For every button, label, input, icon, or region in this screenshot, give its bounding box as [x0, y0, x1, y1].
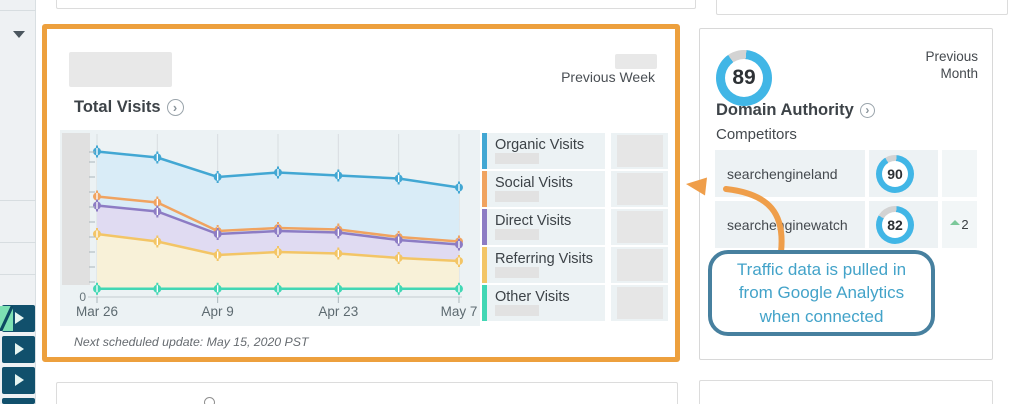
redacted-site-name [69, 52, 172, 87]
sidebar-divider [0, 200, 36, 201]
sidebar-divider [0, 274, 36, 275]
legend-item[interactable]: Direct Visits [482, 209, 672, 245]
legend-color-referring [482, 247, 487, 283]
competitors-heading: Competitors [716, 126, 797, 143]
sidebar [0, 0, 36, 404]
redacted-value-column [617, 287, 663, 319]
legend-color-organic [482, 133, 487, 169]
chevron-circle-icon-partial [204, 397, 215, 404]
redacted-value [495, 267, 539, 278]
redacted-value [495, 305, 539, 316]
play-arrow-icon [15, 374, 24, 386]
card-above-right [716, 0, 1008, 15]
redacted-compare-value [615, 54, 657, 69]
redacted-value-column [617, 135, 663, 167]
domain-authority-score: 89 [725, 59, 763, 97]
svg-text:Mar 26: Mar 26 [76, 304, 118, 319]
chart-card-title-row: Total Visits › [74, 98, 184, 117]
redacted-value-column [617, 211, 663, 243]
domain-authority-donut: 89 [716, 50, 772, 106]
redacted-value [495, 229, 539, 240]
da-title: Domain Authority [716, 101, 854, 119]
card-below-left [56, 382, 678, 404]
chart-title: Total Visits [74, 98, 161, 116]
legend-item[interactable]: Referring Visits [482, 247, 672, 283]
svg-text:0: 0 [79, 290, 86, 304]
caret-down-icon[interactable] [13, 31, 25, 38]
competitor-score-donut: 90 [876, 155, 914, 193]
sidebar-app-icon [0, 306, 13, 331]
competitor-row[interactable]: searchengineland 90 [715, 150, 977, 197]
svg-text:Apr 23: Apr 23 [318, 304, 358, 319]
legend-color-social [482, 171, 487, 207]
rank-change-value: 2 [961, 217, 969, 232]
play-arrow-icon [15, 312, 24, 324]
competitor-name: searchenginewatch [715, 201, 865, 248]
legend-label: Social Visits [495, 175, 573, 191]
sidebar-divider [0, 10, 36, 11]
sidebar-divider [0, 242, 36, 243]
sidebar-expand-button[interactable] [2, 398, 35, 404]
sidebar-expand-button[interactable] [2, 367, 35, 394]
legend-color-direct [482, 209, 487, 245]
card-above-left [56, 0, 696, 9]
chevron-right-icon[interactable]: › [859, 103, 875, 118]
legend-item[interactable]: Social Visits [482, 171, 672, 207]
chevron-right-icon[interactable]: › [166, 99, 184, 116]
rank-up-icon [950, 220, 961, 225]
competitor-score: 90 [882, 161, 908, 187]
sidebar-expand-button[interactable] [2, 336, 35, 363]
redacted-value-column [617, 173, 663, 205]
legend-label: Direct Visits [495, 213, 572, 229]
legend-item[interactable]: Other Visits [482, 285, 672, 321]
compare-period-label[interactable]: Previous Week [561, 69, 655, 85]
compare-period-label[interactable]: Previous Month [925, 49, 978, 81]
competitor-change-cell: 2 [942, 201, 977, 248]
total-visits-card: Total Visits › Previous Week 0 Mar 26 Apr … [42, 24, 680, 362]
chart-legend: Organic Visits Social Visits Direct Visi… [482, 133, 672, 321]
legend-item[interactable]: Organic Visits [482, 133, 672, 169]
competitor-row[interactable]: searchenginewatch 82 2 [715, 201, 977, 248]
play-arrow-icon [15, 343, 24, 355]
legend-color-other [482, 285, 487, 321]
competitor-name: searchengineland [715, 150, 865, 197]
legend-label: Organic Visits [495, 137, 585, 153]
redacted-value [495, 153, 539, 164]
legend-label: Referring Visits [495, 251, 594, 267]
domain-authority-card: 89 Previous Month Domain Authority › Com… [699, 28, 993, 360]
annotation-callout: Traffic data is pulled in from Google An… [708, 250, 935, 336]
legend-label: Other Visits [495, 289, 570, 305]
competitor-score: 82 [882, 212, 908, 238]
redacted-value [495, 191, 539, 202]
redacted-value-column [617, 249, 663, 281]
callout-text: Traffic data is pulled in from Google An… [736, 259, 907, 326]
da-title-row: Domain Authority › [716, 101, 875, 120]
next-update-note: Next scheduled update: May 15, 2020 PST [74, 335, 309, 349]
card-below-right [699, 380, 993, 404]
competitor-score-donut: 82 [876, 206, 914, 244]
competitor-change-cell [942, 150, 977, 197]
svg-text:May 7: May 7 [441, 304, 478, 319]
svg-text:Apr 9: Apr 9 [202, 304, 234, 319]
